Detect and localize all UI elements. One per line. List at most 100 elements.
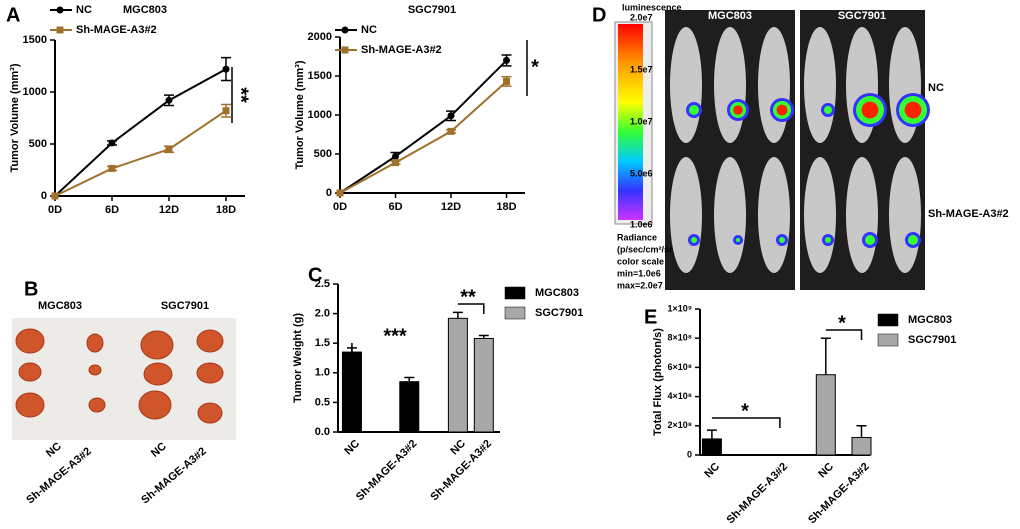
chart-title: MGC803 bbox=[123, 4, 167, 16]
group-label: SGC7901 bbox=[161, 300, 209, 312]
x-tick-label: 12D bbox=[159, 204, 179, 216]
tumor bbox=[88, 397, 106, 413]
legend-label: NC bbox=[76, 4, 92, 16]
legend-swatch bbox=[877, 313, 899, 327]
mouse bbox=[804, 27, 836, 143]
error-bar bbox=[856, 425, 867, 438]
y-tick-label: 0.5 bbox=[315, 396, 330, 408]
legend-label: SGC7901 bbox=[535, 307, 583, 319]
tumor bbox=[140, 330, 174, 360]
error-bar bbox=[478, 334, 489, 339]
tumor bbox=[197, 402, 223, 424]
line bbox=[54, 68, 227, 197]
legend-label: NC bbox=[361, 24, 377, 36]
marker bbox=[392, 152, 399, 160]
marker bbox=[108, 139, 116, 147]
legend-label: Sh-MAGE-A3#2 bbox=[361, 44, 442, 56]
bar bbox=[341, 351, 362, 433]
signal bbox=[824, 106, 832, 114]
row-label: Sh-MAGE-A3#2 bbox=[928, 208, 1009, 220]
bar bbox=[851, 436, 872, 456]
x-tick-label: 12D bbox=[441, 201, 461, 213]
marker bbox=[447, 127, 455, 135]
x-tick-label: 6D bbox=[388, 201, 402, 213]
y-tick-label: 0 bbox=[326, 187, 332, 199]
signal bbox=[861, 101, 879, 119]
chart-title: SGC7901 bbox=[408, 4, 456, 16]
y-axis-label: Tumor Volume (mm³) bbox=[9, 63, 21, 172]
marker bbox=[108, 164, 116, 172]
bar bbox=[473, 337, 494, 433]
group-label: MGC803 bbox=[38, 300, 82, 312]
x-tick-label: 0D bbox=[48, 204, 62, 216]
error-bar bbox=[820, 337, 831, 375]
x-tick-label: 18D bbox=[216, 204, 236, 216]
scale-note: color scale bbox=[617, 256, 664, 266]
tumor bbox=[143, 362, 173, 386]
y-tick-label: 0.0 bbox=[315, 426, 330, 438]
group-label: SGC7901 bbox=[838, 10, 886, 22]
signal bbox=[779, 237, 785, 243]
y-tick-label: 1000 bbox=[308, 109, 332, 121]
panel-label: D bbox=[592, 4, 606, 26]
mouse bbox=[670, 27, 702, 143]
tumor bbox=[18, 362, 42, 382]
y-tick-label: 500 bbox=[314, 148, 332, 160]
signal bbox=[825, 237, 831, 243]
signal bbox=[904, 101, 922, 119]
y-tick-label: 6×10⁸ bbox=[667, 362, 692, 372]
marker bbox=[336, 189, 344, 197]
mouse bbox=[714, 27, 746, 143]
signal bbox=[733, 105, 743, 115]
scale-title: luminescence bbox=[622, 2, 682, 12]
signal bbox=[689, 105, 699, 115]
line bbox=[339, 80, 508, 194]
y-tick-label: 2.5 bbox=[315, 278, 330, 290]
annotation: * bbox=[741, 400, 749, 422]
y-tick-label: 8×10⁸ bbox=[667, 333, 692, 343]
scale-tick: 2.0e7 bbox=[630, 12, 653, 22]
y-tick-label: 4×10⁸ bbox=[667, 391, 692, 401]
line bbox=[54, 109, 227, 197]
legend-swatch bbox=[504, 306, 526, 320]
signal bbox=[736, 238, 740, 242]
bar bbox=[447, 317, 468, 433]
mouse bbox=[670, 157, 702, 273]
signal bbox=[691, 237, 697, 243]
marker bbox=[165, 145, 173, 153]
y-tick-label: 2000 bbox=[308, 31, 332, 43]
y-axis-label: Total Flux (photon/s) bbox=[652, 328, 664, 436]
annotation: * bbox=[838, 312, 846, 334]
y-tick-label: 1.0 bbox=[315, 367, 330, 379]
scale-tick: 5.0e6 bbox=[630, 168, 653, 178]
annotation: ** bbox=[230, 87, 252, 103]
marker bbox=[51, 192, 59, 200]
marker bbox=[222, 65, 230, 73]
mouse bbox=[714, 157, 746, 273]
legend-marker bbox=[56, 26, 64, 34]
panel-label: A bbox=[6, 4, 20, 26]
scale-tick: 1.0e6 bbox=[630, 219, 653, 229]
panel-label: B bbox=[24, 278, 38, 300]
legend-label: SGC7901 bbox=[908, 334, 956, 346]
y-tick-label: 1.5 bbox=[315, 337, 330, 349]
y-tick-label: 1500 bbox=[308, 70, 332, 82]
y-tick-label: 2.0 bbox=[315, 308, 330, 320]
y-tick-label: 2×10⁸ bbox=[667, 420, 692, 430]
y-tick-label: 1×10⁹ bbox=[667, 303, 692, 313]
tumor bbox=[15, 328, 45, 354]
y-tick-label: 1000 bbox=[23, 86, 47, 98]
mouse bbox=[804, 157, 836, 273]
x-tick-label: 0D bbox=[333, 201, 347, 213]
scale-note: min=1.0e6 bbox=[617, 268, 661, 278]
legend-label: Sh-MAGE-A3#2 bbox=[76, 24, 157, 36]
mouse bbox=[758, 157, 790, 273]
legend-marker bbox=[341, 26, 349, 34]
tumor bbox=[196, 362, 224, 384]
error-bar bbox=[404, 376, 415, 382]
signal bbox=[908, 235, 918, 245]
annotation: *** bbox=[383, 325, 407, 347]
y-axis-label: Tumor Volume (mm³) bbox=[294, 60, 306, 169]
marker bbox=[503, 77, 510, 85]
